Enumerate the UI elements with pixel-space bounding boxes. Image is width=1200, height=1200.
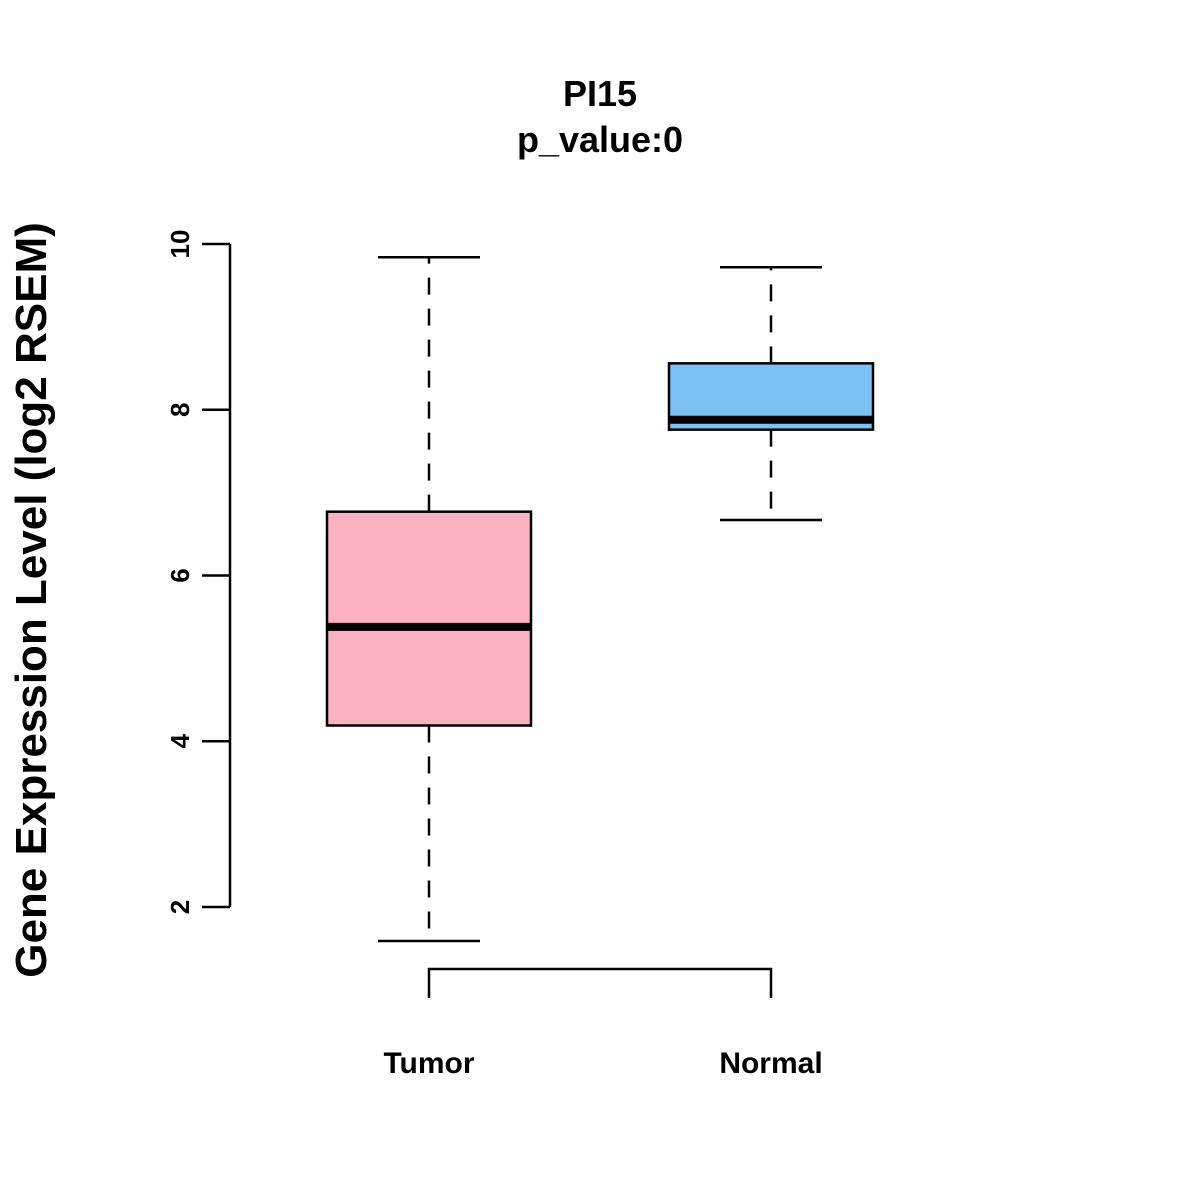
y-tick-label-2: 2 [165,900,195,914]
y-axis: 2 4 6 8 10 [165,230,232,914]
x-axis-labels: Tumor Normal [383,1047,822,1080]
x-label-normal: Normal [719,1047,822,1080]
y-tick-label-8: 8 [165,403,195,417]
comparison-bracket [427,967,773,998]
x-label-tumor: Tumor [383,1047,474,1080]
y-tick-label-4: 4 [165,733,195,748]
y-tick-label-6: 6 [165,568,195,582]
chart-subtitle: p_value:0 [517,119,683,160]
bracket-line [427,967,773,998]
chart-title: PI15 [563,73,637,114]
box-tumor [325,256,533,943]
iqr-box-tumor [325,510,533,727]
y-tick-label-10: 10 [165,230,195,259]
box-normal [667,265,875,522]
y-axis-label: Gene Expression Level (log2 RSEM) [7,222,56,978]
boxes-group [325,256,875,943]
